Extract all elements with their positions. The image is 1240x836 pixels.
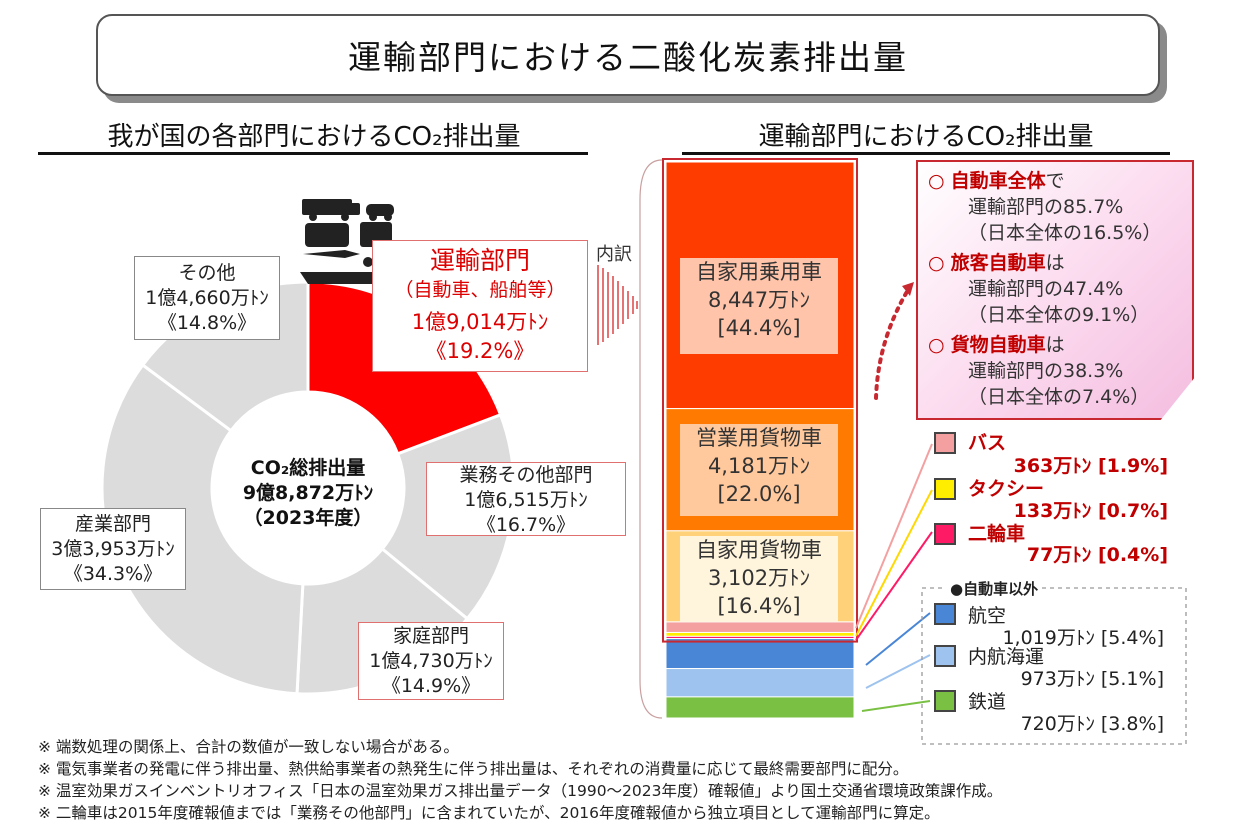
footnote: ※ 電気事業者の発電に伴う排出量、熱供給事業者の熱発生に伴う排出量は、それぞれの… [38,760,909,778]
pie-label-transport: 運輸部門 （自動車、船舶等） 1億9,014万ﾄﾝ 《19.2%》 [372,240,588,372]
legend-name-taxi: タクシー [968,478,1045,500]
bracket [639,159,663,719]
legend-value-taxi: 133万ﾄﾝ [0.7%] [1013,500,1168,522]
bar-bus [665,621,855,633]
legend-name-railway: 鉄道 [968,691,1007,713]
legend-value-railway: 720万ﾄﾝ [3.8%] [1020,713,1164,735]
legend-value-motorcycle: 77万ﾄﾝ [0.4%] [1026,544,1168,566]
breakdown-arrow [597,265,638,345]
legend-swatch-railway [934,690,956,712]
pie-label-other: その他 1億4,660万ﾄﾝ 《14.8%》 [134,256,280,340]
legend-swatch-aviation [934,603,956,625]
segment-label-commercial-truck: 営業用貨物車 4,181万ﾄﾝ [22.0%] [680,424,838,516]
non-auto-group [921,587,1187,745]
callout-item: ○ 旅客自動車は 運輸部門の47.4% （日本全体の9.1%） [928,252,1150,326]
non-auto-label: ●自動車以外 [946,578,1043,599]
callout-item: ○ 自動車全体で 運輸部門の85.7% （日本全体の16.5%） [928,170,1162,244]
donut-center-label: CO₂総排出量 9億8,872万ﾄﾝ （2023年度） [242,457,374,529]
bus-icon [305,223,349,247]
left-section-rule [38,152,588,155]
legend-name-aviation: 航空 [968,605,1007,627]
legend-name-shipping: 内航海運 [968,646,1045,668]
pie-label-business: 業務その他部門 1億6,515万ﾄﾝ 《16.7%》 [426,462,626,536]
legend-swatch-motorcycle [934,523,956,545]
legend-value-shipping: 973万ﾄﾝ [5.1%] [1020,668,1164,690]
ship-icon [300,272,388,284]
motorcycle-icon [363,257,373,267]
airplane-icon [303,250,360,258]
right-section-rule [682,152,1170,155]
pie-label-household: 家庭部門 1億4,730万ﾄﾝ 《14.9%》 [358,622,504,700]
left-section-title: 我が国の各部門におけるCO₂排出量 [107,122,521,152]
bar-aviation [665,638,855,670]
legend-value-bus: 363万ﾄﾝ [1.9%] [1013,455,1168,477]
footnote: ※ 二輪車は2015年度確報値までは「業務その他部門」に含まれていたが、2016… [38,804,940,822]
pie-label-industry: 産業部門 3億3,953万ﾄﾝ 《34.3%》 [40,508,186,590]
legend-name-bus: バス [968,432,1007,454]
callout-item: ○ 貨物自動車は 運輸部門の38.3% （日本全体の7.4%） [928,334,1150,408]
legend-swatch-shipping [934,645,956,667]
bar-taxi [665,631,855,637]
bar-shipping [665,668,855,698]
auto-callout: ○ 自動車全体で 運輸部門の85.7% （日本全体の16.5%） ○ 旅客自動車は… [916,160,1194,420]
legend-swatch-bus [934,432,956,454]
automobile-group-outline [662,158,858,643]
slice-industry [100,362,305,696]
bar-railway [665,696,855,719]
legend-value-aviation: 1,019万ﾄﾝ [5.4%] [1002,627,1164,649]
breakdown-label: 内訳 [596,244,632,265]
segment-label-private-truck: 自家用貨物車 3,102万ﾄﾝ [16.4%] [680,536,838,622]
page-title: 運輸部門における二酸化炭素排出量 [96,14,1160,96]
truck-icon [302,199,352,215]
legend-swatch-taxi [934,478,956,500]
connector-lines [855,443,933,712]
callout-arrow [874,288,910,400]
segment-label-private-car: 自家用乗用車 8,447万ﾄﾝ [44.4%] [680,258,838,354]
right-section-title: 運輸部門におけるCO₂排出量 [758,122,1094,152]
legend-name-motorcycle: 二輪車 [968,523,1026,545]
footnote: ※ 端数処理の関係上、合計の数値が一致しない場合がある。 [38,738,459,756]
footnote: ※ 温室効果ガスインベントリオフィス「日本の温室効果ガス排出量データ（1990～… [38,782,1003,800]
